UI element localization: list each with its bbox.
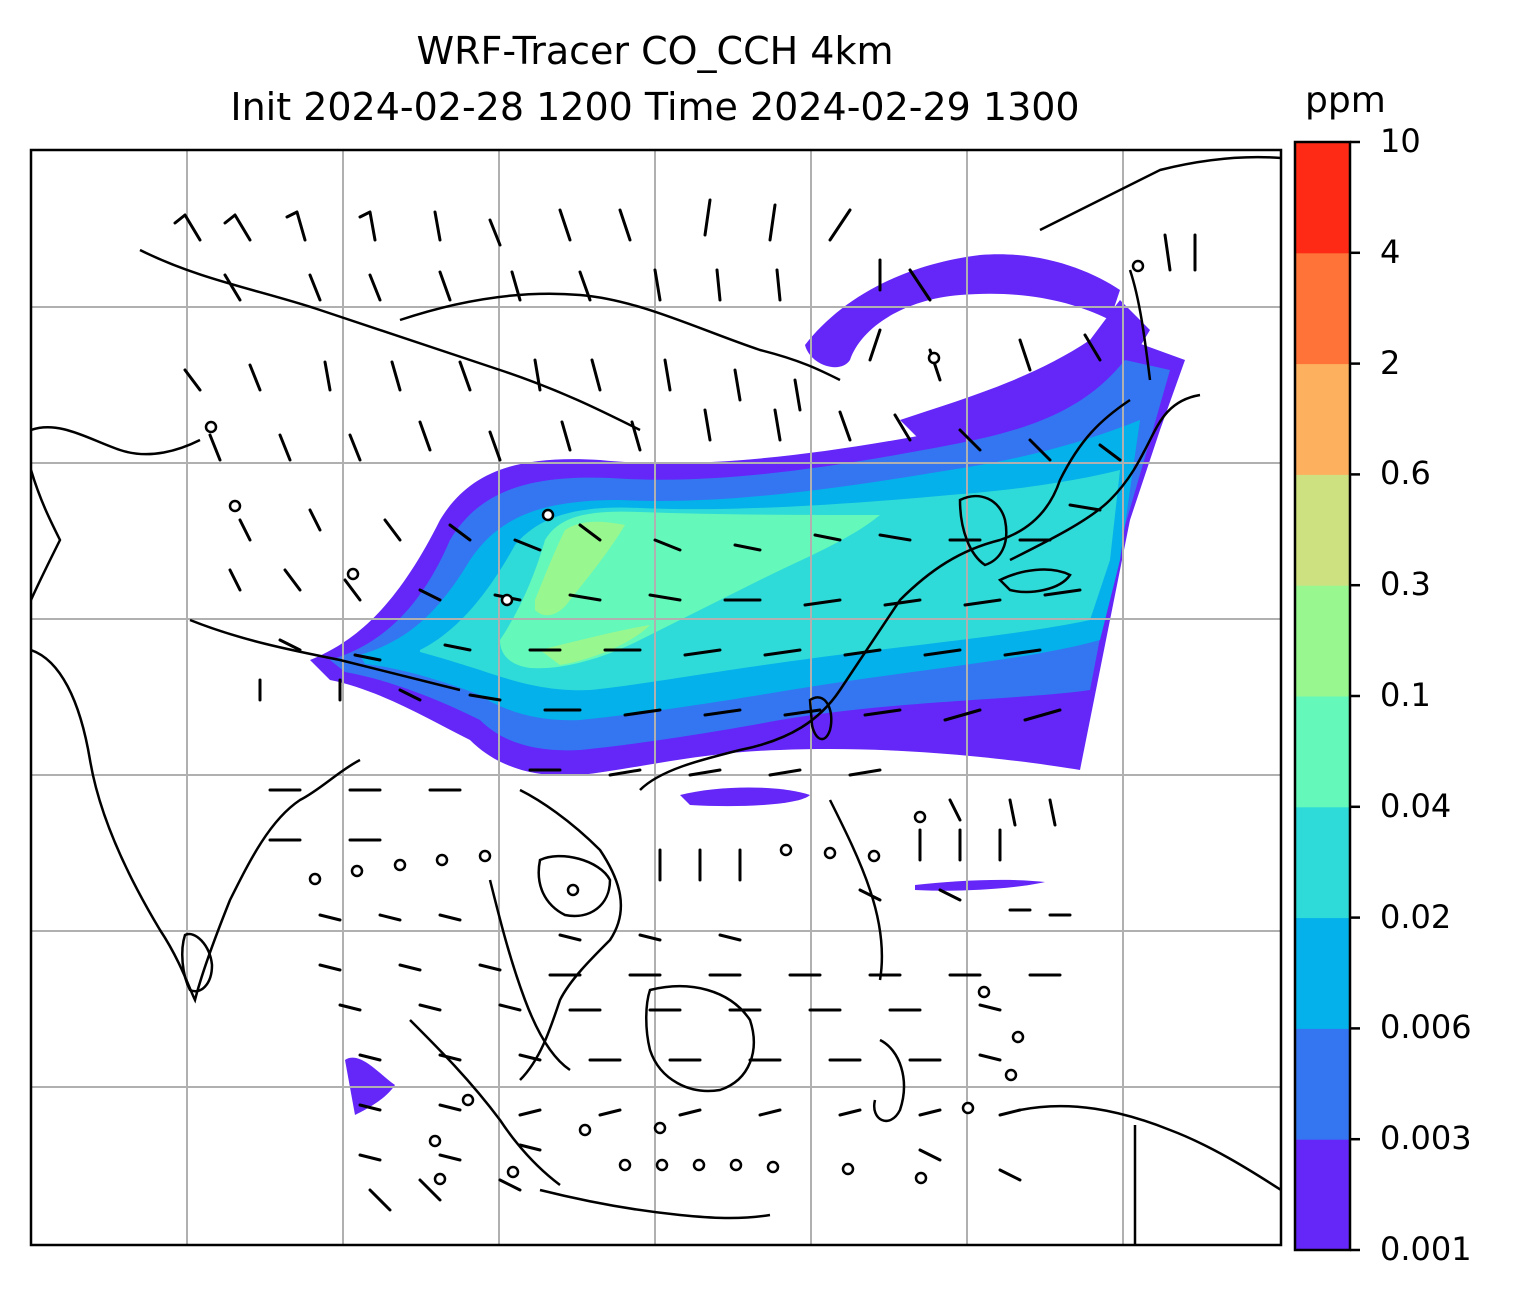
colorbar-segment: [1295, 252, 1350, 365]
china-coast: [639, 398, 1131, 791]
sri-lanka-outline: [181, 932, 214, 993]
colorbar-segment: [1295, 585, 1350, 697]
colorbar-segment: [1295, 474, 1350, 586]
colorbar-tick-label: 4: [1380, 232, 1401, 271]
colorbar-tick-label: 0.3: [1380, 565, 1431, 604]
colorbar-tick-label: 0.02: [1380, 897, 1452, 936]
borneo: [645, 985, 755, 1093]
plume-east-streak: [915, 879, 1045, 891]
gridlines: [31, 150, 1281, 1245]
sakhalin: [1128, 269, 1152, 381]
colorbar-segment: [1295, 917, 1350, 1029]
japan-outline: [1009, 393, 1201, 562]
colorbar-segment: [1295, 806, 1350, 919]
plot-subtitle: Init 2024-02-28 1200 Time 2024-02-29 130…: [230, 85, 1080, 129]
new-guinea: [1019, 1104, 1281, 1192]
philippines: [828, 799, 884, 981]
sumatra: [409, 1019, 561, 1186]
india-coast: [31, 648, 361, 1004]
plume-south-streak: [680, 787, 810, 807]
java: [539, 1188, 771, 1220]
colorbar-tick-label: 0.04: [1380, 786, 1452, 825]
mongolia-border: [399, 292, 841, 382]
wind-barbs: [173, 198, 1197, 1212]
colorbar-tick-label: 0.6: [1380, 454, 1431, 493]
colorbar-tick-label: 0.006: [1380, 1008, 1472, 1047]
colorbar-tick-label: 10: [1380, 122, 1421, 160]
coastlines: [31, 155, 1281, 1245]
sulawesi: [872, 1038, 906, 1122]
china-border: [139, 248, 641, 432]
plot-title: WRF-Tracer CO_CCH 4km: [416, 29, 894, 73]
calm-circles: [204, 259, 1145, 1186]
himalaya-border: [189, 618, 461, 692]
taiwan-outline: [808, 696, 833, 741]
plume-north-band: [900, 300, 1150, 450]
plume-level-6b: [540, 625, 650, 665]
colorbar-tick-label: 2: [1380, 343, 1401, 382]
colorbar-tick-label: 0.001: [1380, 1230, 1472, 1268]
arabian: [31, 469, 62, 601]
indochina-coast: [519, 788, 623, 1081]
map-frame: [29, 148, 1283, 1247]
colorbar: [1293, 140, 1360, 1252]
colorbar-segment: [1295, 1139, 1350, 1251]
malay-peninsula: [488, 879, 571, 1072]
colorbar-segment: [1295, 142, 1350, 254]
russia-coast: [1039, 155, 1281, 232]
plume-north-arc: [805, 254, 1120, 368]
colorbar-unit: ppm: [1305, 80, 1386, 121]
colorbar-segment: [1295, 696, 1350, 808]
colorbar-tick-label: 0.1: [1380, 676, 1431, 714]
colorbar-segment: [1295, 363, 1350, 475]
japan-kyushu: [997, 568, 1072, 594]
plume-level-6: [535, 521, 625, 616]
central-asia: [31, 426, 201, 456]
gulf-thailand: [537, 854, 612, 918]
colorbar-segment: [1295, 1028, 1350, 1140]
colorbar-tick-label: 0.003: [1380, 1119, 1472, 1158]
